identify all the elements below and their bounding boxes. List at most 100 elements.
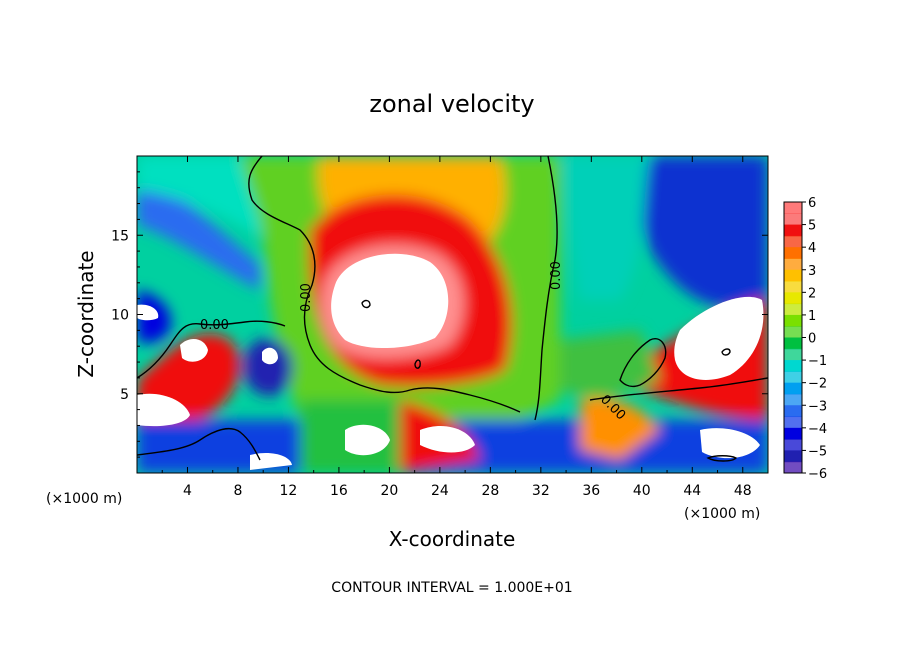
x-tick-label: 4 bbox=[183, 483, 192, 499]
colorbar-band bbox=[784, 314, 802, 327]
field-saturated-bottom-a bbox=[345, 424, 390, 456]
contour-line-center bbox=[248, 156, 521, 413]
colorbar-band bbox=[784, 269, 802, 282]
colorbar-tick-label: −2 bbox=[808, 377, 827, 392]
plot-area bbox=[137, 156, 768, 473]
x-tick-label: 32 bbox=[532, 483, 550, 499]
colorbar-band-blend bbox=[784, 416, 802, 429]
field-saturated-left-mid bbox=[180, 338, 208, 362]
colorbar-band-base bbox=[784, 213, 802, 226]
colorbar-tick-label: 2 bbox=[808, 286, 816, 301]
colorbar-tick-label: 0 bbox=[808, 332, 816, 347]
colorbar-band-blend bbox=[784, 213, 802, 226]
colorbar-band bbox=[784, 427, 802, 440]
colorbar-band bbox=[784, 202, 802, 214]
field-saturated-left-top bbox=[137, 304, 159, 321]
colorbar-band bbox=[784, 450, 802, 463]
field-blob-right-cyan bbox=[560, 156, 650, 300]
x-tick-label: 12 bbox=[280, 483, 298, 499]
contour-line-right bbox=[534, 156, 558, 421]
colorbar-band-base bbox=[784, 303, 802, 316]
contour-line-small-loop bbox=[361, 299, 371, 309]
colorbar-band-base bbox=[784, 461, 802, 474]
colorbar-band-base bbox=[784, 439, 802, 451]
field-blob-right-blue bbox=[638, 156, 768, 308]
colorbar-tick-label: −4 bbox=[808, 422, 827, 437]
field-blob-ul-blue bbox=[137, 175, 260, 290]
field-saturated-center bbox=[331, 253, 449, 349]
contour-line-upper-right bbox=[619, 338, 667, 388]
colorbar-band-base bbox=[784, 326, 802, 338]
colorbar-band-blend bbox=[784, 235, 802, 248]
contour-line-loop-right-small bbox=[721, 348, 731, 356]
colorbar-band-blend bbox=[784, 371, 802, 384]
colorbar-tick-label: −3 bbox=[808, 399, 827, 414]
field-saturated-bottom-c bbox=[700, 428, 760, 459]
colorbar-band bbox=[784, 337, 802, 350]
colorbar-band-base bbox=[784, 258, 802, 271]
field-saturated-left bbox=[137, 393, 190, 427]
colorbar-band-blend bbox=[784, 461, 802, 474]
colorbar-tick-label: −1 bbox=[808, 354, 827, 369]
x-tick-label: 36 bbox=[582, 483, 600, 499]
colorbar-band-base bbox=[784, 371, 802, 384]
colorbar-tick-label: −6 bbox=[808, 467, 827, 482]
y-axis-label: Z-coordinate bbox=[74, 250, 98, 377]
contour-interval-note: CONTOUR INTERVAL = 1.000E+01 bbox=[331, 580, 572, 596]
colorbar-band-blend bbox=[784, 348, 802, 361]
colorbar-band-blend bbox=[784, 258, 802, 271]
x-tick-label: 24 bbox=[431, 483, 449, 499]
colorbar-band bbox=[784, 247, 802, 259]
field-blob-right-orange bbox=[580, 398, 660, 460]
x-tick-label: 16 bbox=[330, 483, 348, 499]
field-saturated-right bbox=[674, 296, 764, 380]
x-axis-ticks: 4 8 12 16 20 24 28 32 36 40 44 48 bbox=[161, 156, 752, 499]
colorbar-band-blend bbox=[784, 281, 802, 293]
colorbar-tick-label: 6 bbox=[808, 196, 816, 211]
x-tick-label: 48 bbox=[734, 483, 752, 499]
contour-label-center: 0.00 bbox=[299, 283, 314, 312]
colorbar-band-blend bbox=[784, 393, 802, 406]
colorbar-band-base bbox=[784, 281, 802, 293]
x-tick-label: 40 bbox=[633, 483, 651, 499]
field-saturated-bottom-d bbox=[250, 453, 292, 470]
zero-contours bbox=[137, 156, 768, 462]
colorbar-tick-label: 4 bbox=[808, 241, 816, 256]
x-tick-label: 44 bbox=[683, 483, 701, 499]
contour-line-loop-bottom-right bbox=[706, 455, 738, 462]
colorbar-tick-label: 1 bbox=[808, 309, 816, 324]
colorbar-tick-label: 5 bbox=[808, 219, 816, 234]
colorbar-band bbox=[784, 292, 802, 305]
field-blob-vortex-blue bbox=[243, 338, 293, 396]
field-blob-right-green bbox=[560, 330, 660, 400]
contour-line-tiny-loop bbox=[414, 359, 421, 369]
x-tick-label: 28 bbox=[481, 483, 499, 499]
x-unit-label-right: (×1000 m) bbox=[684, 506, 760, 522]
colorbar-band-base bbox=[784, 416, 802, 429]
colorbar-tick-label: 3 bbox=[808, 264, 816, 279]
contour-label-right: 0.00 bbox=[549, 261, 564, 290]
x-unit-label-left: (×1000 m) bbox=[46, 491, 122, 507]
y-tick-label: 15 bbox=[111, 228, 129, 244]
x-tick-label: 20 bbox=[380, 483, 398, 499]
field-saturated-vortex bbox=[262, 347, 278, 365]
colorbar-band-base bbox=[784, 235, 802, 248]
y-axis-ticks: 5 10 15 bbox=[111, 171, 768, 458]
y-tick-label: 10 bbox=[111, 308, 129, 324]
contour-line-far-right bbox=[589, 377, 768, 401]
chart-title: zonal velocity bbox=[369, 90, 534, 118]
colorbar-band bbox=[784, 405, 802, 418]
field-saturated-bottom-b bbox=[420, 425, 475, 453]
colorbar-band-base bbox=[784, 348, 802, 361]
colorbar-band-blend bbox=[784, 303, 802, 316]
contour-line-left bbox=[137, 320, 286, 379]
colorbar-band bbox=[784, 224, 802, 237]
x-axis-label: X-coordinate bbox=[389, 527, 516, 551]
contour-label-left: 0.00 bbox=[200, 318, 229, 333]
x-tick-label: 8 bbox=[233, 483, 242, 499]
colorbar-band-blend bbox=[784, 326, 802, 338]
y-tick-label: 5 bbox=[120, 387, 129, 403]
colorbar-band bbox=[784, 360, 802, 372]
colorbar-band-blend bbox=[784, 439, 802, 451]
